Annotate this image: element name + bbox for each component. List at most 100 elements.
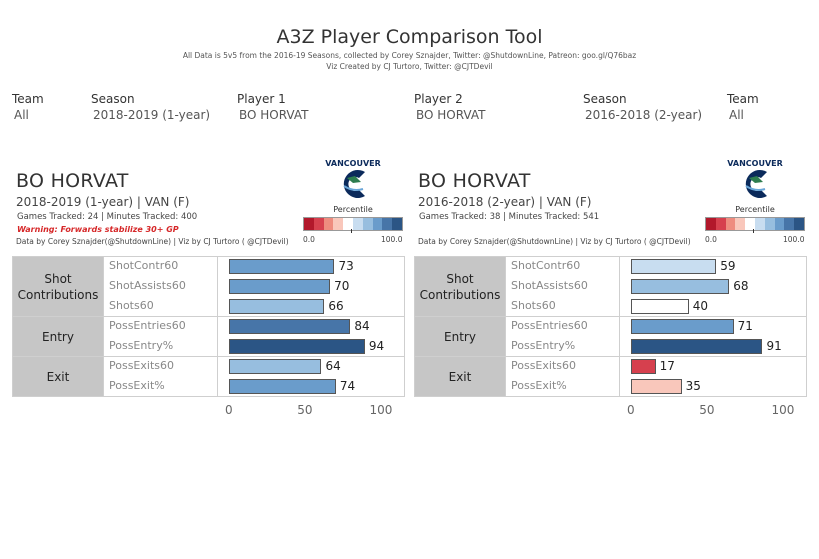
- team2-filter-dropdown[interactable]: All: [729, 108, 744, 122]
- legend-swatch: [745, 218, 755, 230]
- player1-metric-label: ShotContr60: [109, 259, 179, 272]
- legend-swatch: [784, 218, 795, 230]
- player1-filter-label: Player 1: [237, 92, 286, 106]
- player1-metric-value: 73: [338, 259, 354, 273]
- player2-filter-dropdown[interactable]: BO HORVAT: [416, 108, 486, 122]
- player2-metric-bar[interactable]: [631, 339, 763, 354]
- player2-metric-value: 59: [720, 259, 736, 273]
- player1-metric-bar[interactable]: [229, 319, 351, 334]
- player1-metric-bar[interactable]: [229, 359, 322, 374]
- player2-legend-max: 100.0: [783, 235, 805, 244]
- season1-filter-dropdown[interactable]: 2018-2019 (1-year): [93, 108, 211, 122]
- legend-swatch: [735, 218, 746, 230]
- team1-filter-dropdown[interactable]: All: [14, 108, 29, 122]
- legend-swatch: [362, 218, 373, 230]
- player1-axis-tick: 0: [225, 403, 233, 417]
- player2-filter-label: Player 2: [414, 92, 463, 106]
- player2-metric-label: Shots60: [511, 299, 556, 312]
- player1-metric-value: 70: [334, 279, 350, 293]
- player1-season-team: 2018-2019 (1-year) | VAN (F): [16, 195, 190, 209]
- legend-swatch: [382, 218, 393, 230]
- season1-filter-label: Season: [91, 92, 135, 106]
- player2-category-2: Exit: [415, 357, 505, 396]
- player1-metric-value: 64: [325, 359, 341, 373]
- player2-name: BO HORVAT: [418, 170, 531, 192]
- group-divider: [12, 356, 405, 357]
- page-subtitle: All Data is 5v5 from the 2016-19 Seasons…: [182, 51, 637, 60]
- team2-filter-label: Team: [727, 92, 759, 106]
- legend-swatch: [725, 218, 736, 230]
- player2-legend-title: Percentile: [735, 205, 775, 214]
- player2-axis-tick: 50: [699, 403, 715, 417]
- player2-category-1: Entry: [415, 317, 505, 356]
- player2-metric-label: PossEntries60: [511, 319, 588, 332]
- player2-metric-label: PossEntry%: [511, 339, 576, 352]
- player2-axis-tick: 0: [627, 403, 635, 417]
- player1-credit: Data by Corey Sznajder(@ShutdownLine) | …: [16, 237, 289, 246]
- legend-swatch: [392, 218, 402, 230]
- player2-credit: Data by Corey Sznajder(@ShutdownLine) | …: [418, 237, 691, 246]
- player1-metric-label: Shots60: [109, 299, 154, 312]
- player1-metric-bar[interactable]: [229, 299, 325, 314]
- player1-metric-bar[interactable]: [229, 279, 331, 294]
- metric-divider: [217, 256, 218, 396]
- canucks-logo-icon: VANCOUVER: [325, 159, 381, 198]
- legend-swatch: [774, 218, 785, 230]
- legend-swatch: [794, 218, 804, 230]
- player1-filter-dropdown[interactable]: BO HORVAT: [239, 108, 309, 122]
- player1-metric-bar[interactable]: [229, 379, 336, 394]
- logo-wordmark: VANCOUVER: [325, 159, 381, 168]
- player1-metric-value: 66: [328, 299, 344, 313]
- player1-name: BO HORVAT: [16, 170, 129, 192]
- player2-season-team: 2016-2018 (2-year) | VAN (F): [418, 195, 592, 209]
- player2-metric-value: 17: [659, 359, 675, 373]
- player1-metric-label: PossExits60: [109, 359, 174, 372]
- player2-metric-bar[interactable]: [631, 359, 656, 374]
- legend-swatch: [352, 218, 363, 230]
- player1-warning: Warning: Forwards stabilize 30+ GP: [17, 225, 179, 234]
- player2-metric-value: 71: [737, 319, 753, 333]
- player1-axis-tick: 100: [369, 403, 393, 417]
- player2-metric-label: PossExits60: [511, 359, 576, 372]
- player1-metric-bar[interactable]: [229, 339, 365, 354]
- canucks-logo-icon: VANCOUVER: [727, 159, 783, 198]
- player2-category-0: Shot Contributions: [415, 257, 505, 316]
- player1-metric-value: 94: [368, 339, 385, 353]
- player1-metric-value: 74: [339, 379, 356, 393]
- season2-filter-dropdown[interactable]: 2016-2018 (2-year): [585, 108, 703, 122]
- player2-percentile-legend: [705, 217, 805, 231]
- legend-swatch: [764, 218, 775, 230]
- player2-metric-bar[interactable]: [631, 259, 717, 274]
- player1-category-1: Entry: [13, 317, 103, 356]
- player2-stats: Games Tracked: 38 | Minutes Tracked: 541: [419, 212, 600, 222]
- player1-legend-title: Percentile: [333, 205, 373, 214]
- page-credit: Viz Created by CJ Turtoro, Twitter: @CJT…: [326, 62, 493, 71]
- category-divider: [505, 256, 506, 396]
- category-divider: [103, 256, 104, 396]
- player2-metric-bar[interactable]: [631, 319, 734, 334]
- player2-metric-label: PossExit%: [511, 379, 567, 392]
- player2-legend-min: 0.0: [705, 235, 717, 244]
- player2-axis-tick: 100: [771, 403, 795, 417]
- player2-metric-bar[interactable]: [631, 279, 730, 294]
- player2-metric-bar[interactable]: [631, 379, 682, 394]
- player1-metric-label: PossExit%: [109, 379, 165, 392]
- player1-metrics-panel: [12, 256, 405, 397]
- player2-metric-value: 35: [685, 379, 701, 393]
- player1-metric-label: PossEntries60: [109, 319, 186, 332]
- legend-swatch: [715, 218, 726, 230]
- player1-metric-bar[interactable]: [229, 259, 335, 274]
- metric-divider: [619, 256, 620, 396]
- legend-swatch: [313, 218, 324, 230]
- player2-legend-marker: [753, 229, 754, 233]
- group-divider: [12, 316, 405, 317]
- player2-metric-value: 40: [692, 299, 709, 313]
- player1-percentile-legend: [303, 217, 403, 231]
- legend-swatch: [323, 218, 334, 230]
- group-divider: [414, 316, 807, 317]
- player1-legend-min: 0.0: [303, 235, 315, 244]
- player2-metric-bar[interactable]: [631, 299, 689, 314]
- logo-wordmark: VANCOUVER: [727, 159, 783, 168]
- player1-metric-label: PossEntry%: [109, 339, 174, 352]
- player1-category-2: Exit: [13, 357, 103, 396]
